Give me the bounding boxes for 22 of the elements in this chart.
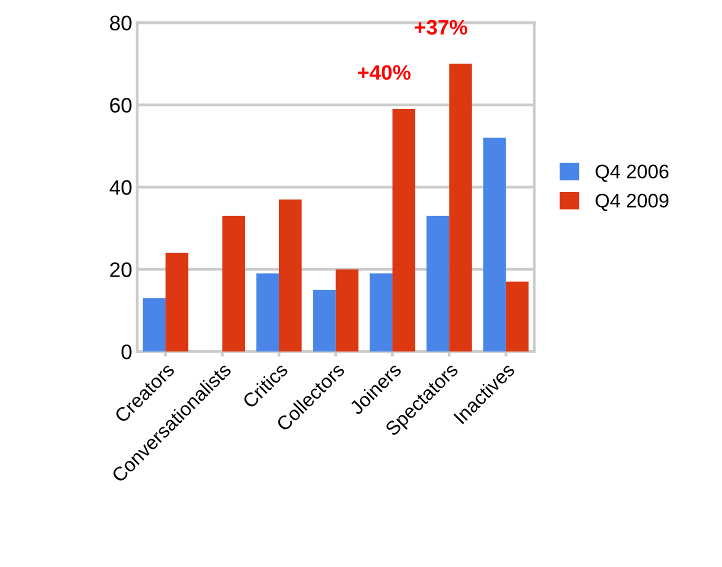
- bar: [313, 290, 336, 352]
- y-tick-label: 20: [110, 262, 132, 278]
- y-tick-label: 40: [110, 180, 132, 195]
- bar: [506, 282, 529, 352]
- y-tick-label: 80: [110, 16, 132, 30]
- annotation: +40%: [358, 65, 411, 80]
- bar: [142, 298, 166, 352]
- bar: [370, 273, 392, 352]
- legend-label: Q4 2009: [596, 194, 668, 212]
- y-tick-label: 60: [110, 98, 132, 113]
- bar: [449, 64, 472, 352]
- bar: [392, 109, 416, 352]
- y-tick-label: 0: [122, 344, 132, 360]
- bar: [336, 269, 358, 352]
- bar: [222, 216, 245, 352]
- legend-label: Q4 2006: [596, 164, 668, 182]
- annotation: +37%: [414, 20, 468, 35]
- bar: [256, 273, 279, 352]
- bar: [483, 138, 506, 352]
- bar: [426, 216, 450, 352]
- bar: [166, 252, 188, 352]
- bar: [279, 199, 302, 352]
